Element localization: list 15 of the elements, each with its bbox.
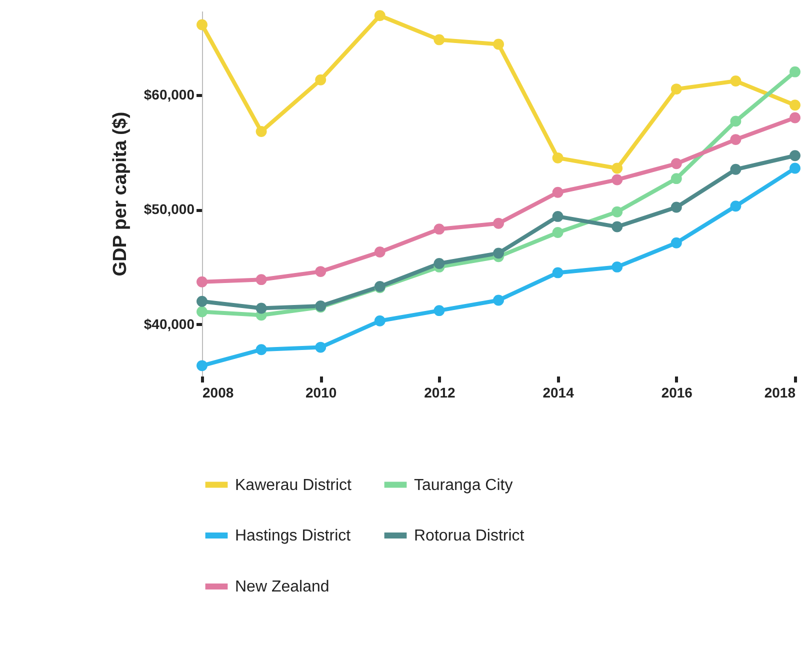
legend-label: Rotorua District <box>414 528 525 544</box>
legend-label: Tauranga City <box>414 476 513 494</box>
x-tick-label: 2012 <box>424 384 456 400</box>
x-tick-label: 2008 <box>202 384 234 400</box>
legend-label: Hastings District <box>235 528 352 544</box>
legend-label: Kawerau District <box>235 476 352 494</box>
x-tick-label: 2016 <box>661 384 693 400</box>
y-axis-title: GDP per capita ($) <box>110 112 131 276</box>
legend-label: New Zealand <box>235 578 330 596</box>
y-tick-label: $40,000 <box>144 316 195 332</box>
x-tick-label: 2010 <box>306 384 337 400</box>
y-tick-label: $50,000 <box>144 201 195 218</box>
y-tick-label: $60,000 <box>144 86 195 102</box>
x-tick-label: 2014 <box>542 384 574 400</box>
x-tick-label: 2018 <box>764 384 796 400</box>
